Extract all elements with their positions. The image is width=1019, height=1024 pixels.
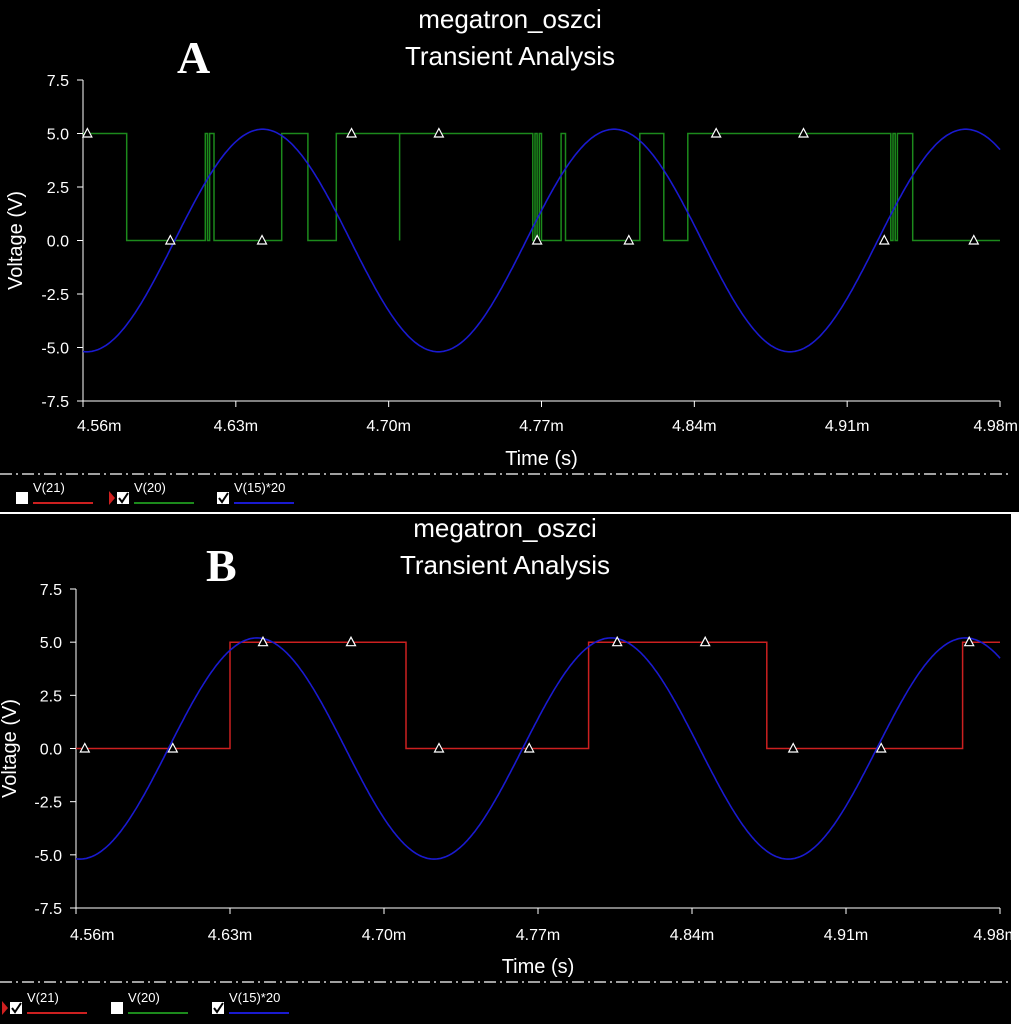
legend-label: V(20): [134, 480, 166, 495]
x-tick-label: 4.98m: [974, 927, 1018, 944]
panel-letter: B: [206, 540, 237, 591]
x-axis-label: Time (s): [505, 448, 578, 470]
data-point-marker: [710, 127, 722, 138]
x-tick-label: 4.77m: [519, 418, 563, 435]
legend-label: V(20): [128, 990, 160, 1005]
data-point-marker: [346, 127, 358, 138]
y-axis-label: Voltage (V): [0, 699, 21, 798]
data-point-marker: [699, 635, 711, 647]
y-tick-label: 7.5: [40, 582, 62, 599]
y-tick-label: -7.5: [41, 394, 69, 411]
x-tick-label: 4.56m: [77, 418, 121, 435]
chart-title: megatron_oszci: [418, 4, 602, 34]
checkmark-icon: [213, 1002, 224, 1014]
x-tick-label: 4.84m: [670, 927, 714, 944]
data-point-marker: [798, 127, 809, 138]
y-tick-label: -2.5: [34, 795, 62, 812]
y-tick-label: 0.0: [47, 234, 69, 251]
checkmark-icon: [11, 1002, 22, 1014]
legend-label: V(15)*20: [234, 480, 285, 495]
data-point-marker: [968, 234, 980, 245]
data-point-marker: [79, 742, 91, 753]
checkmark-icon: [118, 492, 129, 504]
data-point-marker: [81, 127, 93, 138]
y-axis-label: Voltage (V): [5, 191, 27, 290]
legend-checkbox: [16, 492, 28, 504]
x-tick-label: 4.91m: [825, 418, 869, 435]
y-tick-label: 5.0: [47, 127, 69, 144]
x-tick-label: 4.84m: [672, 418, 716, 435]
series-line-v15x20: [75, 637, 1001, 860]
x-tick-label: 4.77m: [516, 927, 560, 944]
x-tick-label: 4.98m: [974, 418, 1018, 435]
x-tick-label: 4.63m: [208, 927, 252, 944]
y-tick-label: -7.5: [34, 901, 62, 918]
data-point-marker: [164, 234, 176, 245]
data-point-marker: [345, 635, 357, 647]
data-point-marker: [167, 742, 179, 753]
data-point-marker: [256, 234, 268, 245]
legend-label: V(21): [27, 990, 59, 1005]
active-trace-marker: [2, 1001, 8, 1015]
data-point-marker: [787, 742, 799, 753]
y-tick-label: -2.5: [41, 287, 69, 304]
panel-a: megatron_oszci Transient Analysis A 7.5 5.0 2…: [0, 4, 1018, 505]
data-point-marker: [878, 234, 890, 245]
data-point-marker: [257, 635, 269, 647]
x-tick-label: 4.63m: [214, 418, 258, 435]
x-tick-label: 4.70m: [366, 418, 410, 435]
panel-letter: A: [177, 32, 210, 83]
series-line-v-21-: [76, 641, 1000, 750]
legend-checkbox: [111, 1002, 123, 1014]
y-tick-label: 2.5: [40, 688, 62, 705]
x-axis-label: Time (s): [502, 956, 575, 978]
y-tick-label: 2.5: [47, 180, 69, 197]
y-tick-label: -5.0: [41, 341, 69, 358]
checkmark-icon: [218, 492, 229, 504]
chart-subtitle: Transient Analysis: [400, 550, 610, 580]
data-point-marker: [623, 234, 635, 245]
data-point-marker: [963, 635, 975, 647]
y-tick-label: 7.5: [47, 73, 69, 90]
x-tick-label: 4.56m: [70, 927, 114, 944]
data-point-marker: [523, 742, 535, 753]
active-trace-marker: [109, 491, 115, 505]
legend-label: V(21): [33, 480, 65, 495]
data-point-marker: [611, 635, 623, 647]
right-edge-strip: [1011, 512, 1019, 1024]
chart-subtitle: Transient Analysis: [405, 41, 615, 71]
data-point-marker: [433, 742, 445, 753]
x-tick-label: 4.91m: [824, 927, 868, 944]
data-point-marker: [433, 127, 445, 138]
panel-separator: [0, 512, 1019, 514]
y-tick-label: -5.0: [34, 848, 62, 865]
y-tick-label: 0.0: [40, 742, 62, 759]
y-tick-label: 5.0: [40, 635, 62, 652]
data-point-marker: [875, 742, 887, 753]
data-point-marker: [531, 234, 543, 245]
x-tick-label: 4.70m: [362, 927, 406, 944]
panel-b: megatron_oszci Transient Analysis B 7.5 5.0 2…: [0, 513, 1018, 1015]
legend-label: V(15)*20: [229, 990, 280, 1005]
chart-title: megatron_oszci: [413, 513, 597, 543]
series-line-v15x20: [82, 128, 1001, 353]
